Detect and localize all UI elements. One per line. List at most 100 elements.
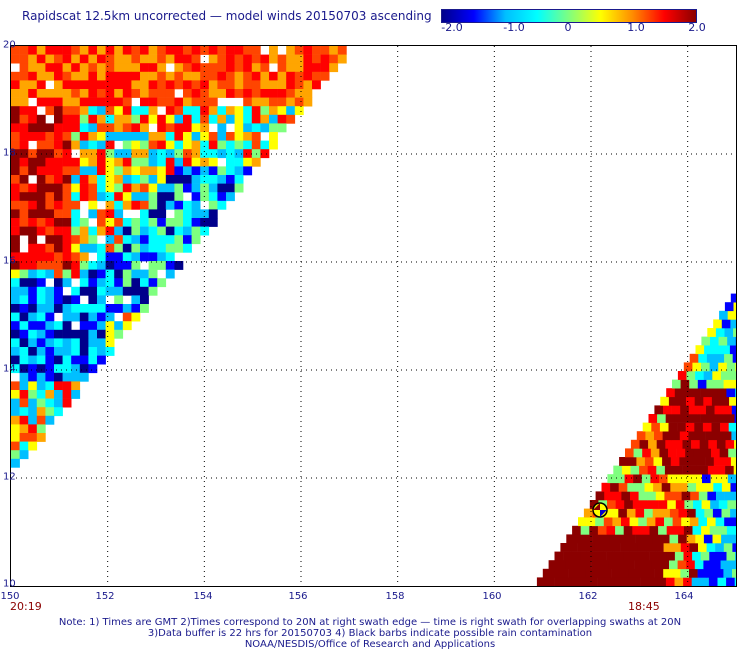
wind-cell [11, 329, 20, 339]
wind-cell [105, 347, 115, 356]
wind-cell [45, 295, 55, 305]
wind-cell [234, 123, 244, 133]
wind-cell [11, 415, 20, 425]
wind-cell [11, 338, 20, 348]
wind-cell [62, 338, 72, 348]
wind-cell [88, 295, 98, 305]
wind-cell [28, 261, 38, 270]
wind-cell [583, 508, 593, 518]
wind-cell [174, 218, 184, 227]
wind-cell [674, 414, 684, 423]
wind-cell [208, 157, 218, 167]
wind-cell [208, 166, 218, 176]
wind-cell [703, 534, 713, 544]
wind-cell [140, 149, 149, 159]
wind-cell [732, 543, 740, 552]
wind-cell [11, 398, 20, 408]
wind-cell [114, 63, 124, 73]
wind-cell [88, 63, 98, 73]
wind-cell [251, 123, 261, 133]
wind-cell [659, 448, 669, 458]
wind-cell [54, 166, 63, 176]
wind-cell [19, 192, 29, 202]
wind-cell [54, 97, 63, 107]
wind-cell [706, 379, 716, 389]
wind-cell [11, 218, 20, 227]
wind-cell [97, 192, 106, 202]
wind-cell [690, 491, 700, 501]
wind-cell [11, 106, 20, 116]
wind-cell [174, 63, 184, 73]
wind-cell [45, 372, 55, 382]
wind-cell [36, 192, 46, 202]
wind-cell [88, 157, 98, 167]
wind-cell [97, 140, 106, 150]
wind-cell [54, 63, 63, 73]
wind-cell [337, 54, 347, 64]
map-panel [10, 45, 740, 587]
wind-cell [200, 114, 210, 124]
wind-cell [698, 353, 708, 363]
wind-cell [28, 278, 38, 288]
wind-cell [641, 474, 651, 484]
wind-cell [71, 235, 81, 245]
wind-cell [36, 286, 46, 296]
wind-cell [114, 149, 124, 159]
wind-cell [662, 431, 672, 441]
wind-cell [105, 54, 115, 64]
wind-cell [286, 89, 296, 98]
wind-cell [208, 209, 218, 219]
wind-cell [673, 465, 683, 475]
wind-cell [140, 200, 149, 210]
wind-cell [114, 286, 124, 296]
wind-cell [243, 149, 253, 159]
wind-cell [11, 424, 20, 434]
wind-cell [725, 465, 734, 475]
wind-cell [542, 568, 552, 578]
wind-cell [19, 226, 29, 236]
wind-cell [329, 63, 339, 73]
wind-cell [148, 175, 158, 184]
wind-cell [678, 534, 687, 544]
wind-cell [71, 140, 81, 150]
wind-cell [701, 362, 710, 372]
wind-cell [19, 209, 29, 219]
wind-cell [671, 405, 681, 415]
wind-cell [717, 388, 727, 398]
wind-cell [11, 200, 20, 210]
wind-cell [54, 329, 63, 339]
wind-cell [36, 364, 46, 374]
wind-cell [200, 46, 210, 55]
wind-cell [269, 80, 278, 90]
wind-cell [28, 390, 38, 399]
wind-cell [208, 140, 218, 150]
wind-cell [19, 89, 29, 98]
wind-cell [642, 448, 652, 458]
wind-cell [88, 269, 98, 279]
wind-cell [670, 457, 680, 466]
wind-cell [243, 140, 253, 150]
wind-cell [672, 517, 682, 527]
wind-cell [718, 336, 728, 346]
lon-label-156: 156 [288, 591, 308, 602]
wind-cell [706, 353, 716, 363]
wind-cell [71, 166, 81, 176]
wind-cell [157, 46, 167, 55]
wind-cell [36, 132, 46, 141]
wind-cell [54, 157, 63, 167]
wind-cell [286, 106, 296, 116]
wind-cell [131, 269, 141, 279]
wind-cell [656, 439, 666, 449]
wind-cell [208, 97, 218, 107]
wind-cell [122, 46, 132, 55]
lon-label-152: 152 [95, 591, 115, 602]
wind-cell [148, 106, 158, 116]
wind-cell [623, 551, 633, 561]
wind-cell [638, 491, 648, 501]
wind-cell [734, 577, 740, 587]
wind-cell [622, 577, 632, 587]
wind-cell [730, 508, 739, 518]
wind-cell [644, 508, 653, 518]
wind-cell [45, 175, 55, 184]
wind-cell [165, 71, 175, 81]
